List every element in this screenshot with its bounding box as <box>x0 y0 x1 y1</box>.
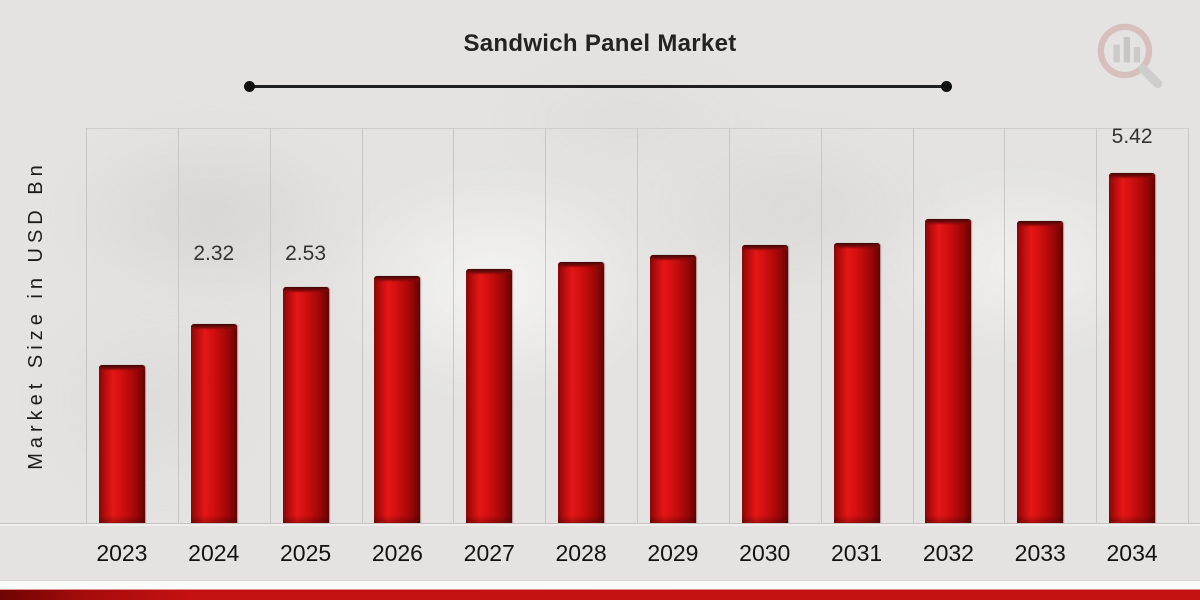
footer-white-strip <box>0 580 1200 590</box>
data-label-2034: 5.42 <box>1111 125 1153 148</box>
gridline-vertical <box>361 128 363 524</box>
gridline-vertical <box>1096 128 1098 524</box>
x-tick-label-2028: 2028 <box>555 540 607 566</box>
bar-2023 <box>98 365 145 524</box>
gridline-vertical <box>637 128 638 524</box>
gridline-vertical <box>1004 128 1006 524</box>
x-tick-label-2024: 2024 <box>188 540 240 566</box>
x-tick-label-2027: 2027 <box>463 540 515 566</box>
bar-2026 <box>374 276 421 524</box>
gridline-vertical <box>269 128 271 524</box>
gridline-vertical <box>86 128 87 524</box>
page-title: Sandwich Panel Market <box>463 30 737 57</box>
rule-endpoint-dot <box>244 81 255 92</box>
x-tick-label-2026: 2026 <box>371 540 423 566</box>
x-tick-label-2034: 2034 <box>1106 540 1158 566</box>
gridline-vertical <box>1188 128 1189 524</box>
x-axis-line <box>0 523 1200 524</box>
gridline-vertical <box>545 128 547 524</box>
bar-2029 <box>649 255 696 524</box>
x-tick-label-2023: 2023 <box>96 540 148 566</box>
x-tick-label-2032: 2032 <box>922 540 974 566</box>
gridline-vertical <box>177 128 179 524</box>
bar-2027 <box>466 269 513 524</box>
bar-2028 <box>558 262 605 524</box>
bar-2031 <box>833 243 880 524</box>
bar-2030 <box>741 245 788 524</box>
gridline-vertical <box>453 128 455 524</box>
bar-2025 <box>282 287 329 524</box>
bar-2032 <box>925 219 972 524</box>
x-tick-label-2029: 2029 <box>647 540 699 566</box>
bar-2033 <box>1017 221 1064 524</box>
x-tick-label-2025: 2025 <box>279 540 332 566</box>
data-label-2025: 2.53 <box>285 242 327 265</box>
footer-red-band <box>0 589 1200 600</box>
data-label-2024: 2.32 <box>193 242 235 265</box>
x-tick-label-2033: 2033 <box>1014 540 1066 566</box>
gridline-vertical <box>728 128 730 524</box>
x-tick-label-2031: 2031 <box>830 540 883 566</box>
rule-endpoint-dot <box>941 81 952 92</box>
gridline-vertical <box>912 128 914 524</box>
gridline-vertical <box>820 128 822 524</box>
magnifier-bar-chart-logo-icon <box>1097 23 1163 89</box>
x-axis-line-highlight <box>0 524 1200 526</box>
bar-2034 <box>1109 173 1156 524</box>
x-tick-label-2030: 2030 <box>739 540 791 566</box>
bar-2024 <box>190 324 237 524</box>
title-underline-rule <box>249 85 947 88</box>
